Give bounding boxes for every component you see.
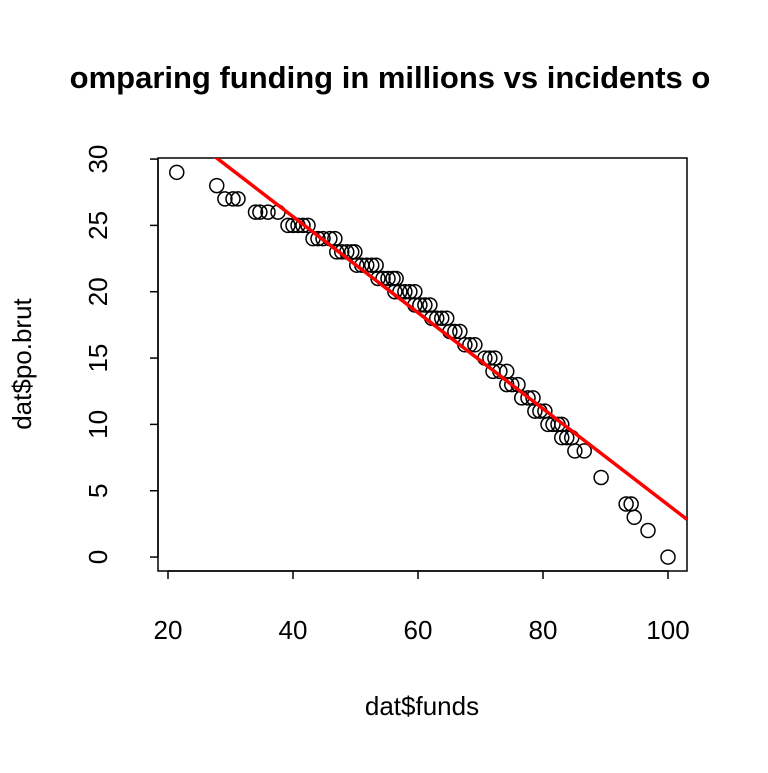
regression-line bbox=[213, 158, 687, 521]
y-tick-label: 25 bbox=[83, 211, 113, 240]
y-tick-label: 5 bbox=[83, 484, 113, 498]
point bbox=[252, 204, 268, 220]
point bbox=[329, 244, 345, 260]
point bbox=[576, 443, 592, 459]
point bbox=[504, 376, 520, 393]
point bbox=[209, 177, 225, 194]
point bbox=[295, 217, 311, 234]
point bbox=[217, 191, 233, 207]
point bbox=[417, 297, 433, 313]
point bbox=[349, 257, 365, 273]
y-tick-label: 30 bbox=[83, 145, 113, 174]
chart-title: omparing funding in millions vs incident… bbox=[70, 60, 711, 95]
point bbox=[310, 230, 326, 247]
point bbox=[230, 191, 246, 207]
point bbox=[567, 443, 583, 459]
point bbox=[618, 496, 634, 512]
point bbox=[169, 164, 185, 181]
point bbox=[397, 283, 413, 300]
point bbox=[402, 283, 418, 300]
y-tick-label: 15 bbox=[83, 344, 113, 373]
x-tick-label: 20 bbox=[154, 615, 183, 645]
x-tick-label: 100 bbox=[646, 615, 689, 645]
x-axis-label: dat$funds bbox=[365, 691, 479, 721]
point bbox=[280, 217, 296, 234]
x-tick-label: 40 bbox=[279, 615, 308, 645]
point bbox=[225, 191, 241, 207]
point bbox=[380, 270, 396, 287]
point bbox=[640, 522, 656, 539]
point bbox=[300, 217, 316, 234]
point bbox=[559, 429, 575, 446]
point bbox=[334, 244, 350, 260]
x-tick-label: 60 bbox=[404, 615, 433, 645]
point bbox=[452, 323, 468, 340]
point bbox=[434, 310, 450, 327]
point bbox=[364, 257, 380, 273]
y-tick-label: 0 bbox=[83, 550, 113, 564]
y-axis-label: dat$po.brut bbox=[7, 297, 37, 429]
point bbox=[593, 469, 609, 486]
point bbox=[315, 230, 331, 247]
point bbox=[554, 429, 570, 446]
point bbox=[247, 204, 264, 220]
point bbox=[626, 509, 642, 526]
y-tick-label: 10 bbox=[83, 410, 113, 439]
x-tick-label: 80 bbox=[529, 615, 558, 645]
point bbox=[467, 337, 483, 353]
point bbox=[260, 204, 276, 220]
point bbox=[447, 323, 463, 340]
point bbox=[520, 390, 536, 406]
y-tick-label: 20 bbox=[83, 277, 113, 306]
point bbox=[660, 549, 676, 565]
